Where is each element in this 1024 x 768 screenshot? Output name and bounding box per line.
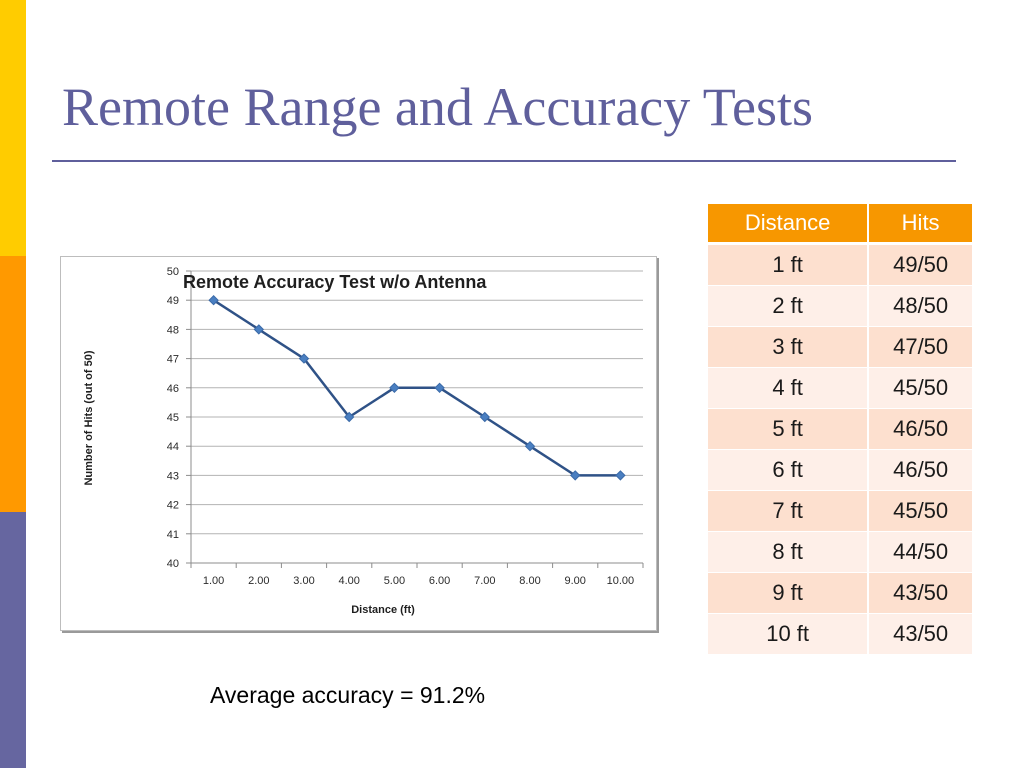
average-accuracy-note: Average accuracy = 91.2% xyxy=(210,682,486,708)
accent-bar-purple xyxy=(0,512,26,768)
x-tick-label: 2.00 xyxy=(248,575,269,587)
x-tick-label: 6.00 xyxy=(429,575,450,587)
table-row: 3 ft 47/50 xyxy=(708,326,972,368)
x-tick-label: 10.00 xyxy=(607,575,635,587)
hits-cell: 46/50 xyxy=(867,449,972,491)
distance-cell: 8 ft xyxy=(708,531,869,573)
x-tick-label: 8.00 xyxy=(519,575,540,587)
table-row: 1 ft 49/50 xyxy=(708,243,972,286)
y-tick-label: 44 xyxy=(167,441,179,453)
distance-cell: 5 ft xyxy=(708,408,869,450)
table-row: 2 ft 48/50 xyxy=(708,285,972,327)
data-point xyxy=(569,470,581,481)
distance-cell: 3 ft xyxy=(708,326,869,368)
data-point xyxy=(615,470,626,481)
distance-cell: 7 ft xyxy=(708,490,869,532)
chart-canvas: 40 41 42 43 44 45 46 47 48 49 50 1.00 2.00 3.00 4.00 5.… xyxy=(83,266,644,616)
hits-cell: 43/50 xyxy=(867,613,972,654)
y-tick-label: 42 xyxy=(167,500,179,512)
data-point xyxy=(479,411,491,423)
x-tick-label: 4.00 xyxy=(338,575,359,587)
table-row: 8 ft 44/50 xyxy=(708,531,972,573)
y-tick-label: 40 xyxy=(167,558,179,570)
slide-title: Remote Range and Accuracy Tests xyxy=(62,77,813,137)
chart-gridlines xyxy=(191,270,643,535)
accent-bar-orange xyxy=(0,256,26,512)
y-axis-title: Number of Hits (out of 50) xyxy=(83,350,95,485)
hits-cell: 48/50 xyxy=(867,285,972,327)
chart-series xyxy=(208,294,626,481)
y-tick-label: 49 xyxy=(167,295,179,307)
series-line xyxy=(212,299,621,477)
hits-cell: 45/50 xyxy=(867,490,972,532)
line-chart: 40 41 42 43 44 45 46 47 48 49 50 1.00 2.00 3.00 4.00 5.… xyxy=(60,256,657,631)
distance-cell: 2 ft xyxy=(708,285,869,327)
table-row: 4 ft 45/50 xyxy=(708,367,972,409)
y-tick-label: 47 xyxy=(167,354,179,366)
data-point xyxy=(253,324,265,335)
data-point xyxy=(343,411,355,423)
chart-axes: 40 41 42 43 44 45 46 47 48 49 50 1.00 2.00 3.00 4.00 5.… xyxy=(167,266,644,587)
table-row: 5 ft 46/50 xyxy=(708,408,972,450)
hits-cell: 43/50 xyxy=(867,572,972,614)
hits-cell: 49/50 xyxy=(867,243,972,286)
table-row: 6 ft 46/50 xyxy=(708,449,972,491)
y-tick-label: 50 xyxy=(167,266,179,278)
table-row: 7 ft 45/50 xyxy=(708,490,972,532)
data-point xyxy=(389,382,400,394)
y-tick-label: 45 xyxy=(167,412,179,424)
data-point xyxy=(298,353,310,364)
distance-cell: 10 ft xyxy=(708,613,869,654)
x-axis-title: Distance (ft) xyxy=(351,604,415,616)
hits-table: Distance Hits 1 ft 49/50 2 ft 48/50 3 ft 47… xyxy=(708,204,972,654)
data-point xyxy=(208,294,219,306)
x-tick-label: 3.00 xyxy=(293,575,314,587)
hits-cell: 46/50 xyxy=(867,408,972,450)
table-row: 10 ft 43/50 xyxy=(708,613,972,654)
header-distance: Distance xyxy=(708,204,869,245)
data-point xyxy=(434,382,445,394)
x-tick-label: 1.00 xyxy=(203,575,224,587)
chart-title: Remote Accuracy Test w/o Antenna xyxy=(183,272,487,292)
data-point xyxy=(524,440,536,452)
table-row: 9 ft 43/50 xyxy=(708,572,972,614)
table-header-row: Distance Hits xyxy=(708,204,972,245)
x-tick-label: 9.00 xyxy=(564,575,585,587)
x-tick-label: 5.00 xyxy=(384,575,405,587)
y-tick-label: 48 xyxy=(167,324,179,336)
y-tick-label: 46 xyxy=(167,383,179,395)
distance-cell: 9 ft xyxy=(708,572,869,614)
accent-bar-yellow xyxy=(0,0,26,256)
distance-cell: 4 ft xyxy=(708,367,869,409)
hits-cell: 47/50 xyxy=(867,326,972,368)
y-tick-label: 43 xyxy=(167,470,179,482)
header-hits: Hits xyxy=(867,204,972,245)
x-tick-label: 7.00 xyxy=(474,575,495,587)
y-tick-label: 41 xyxy=(167,529,179,541)
hits-cell: 45/50 xyxy=(867,367,972,409)
hits-cell: 44/50 xyxy=(867,531,972,573)
distance-cell: 6 ft xyxy=(708,449,869,491)
distance-cell: 1 ft xyxy=(708,243,869,286)
title-underline xyxy=(52,160,956,162)
